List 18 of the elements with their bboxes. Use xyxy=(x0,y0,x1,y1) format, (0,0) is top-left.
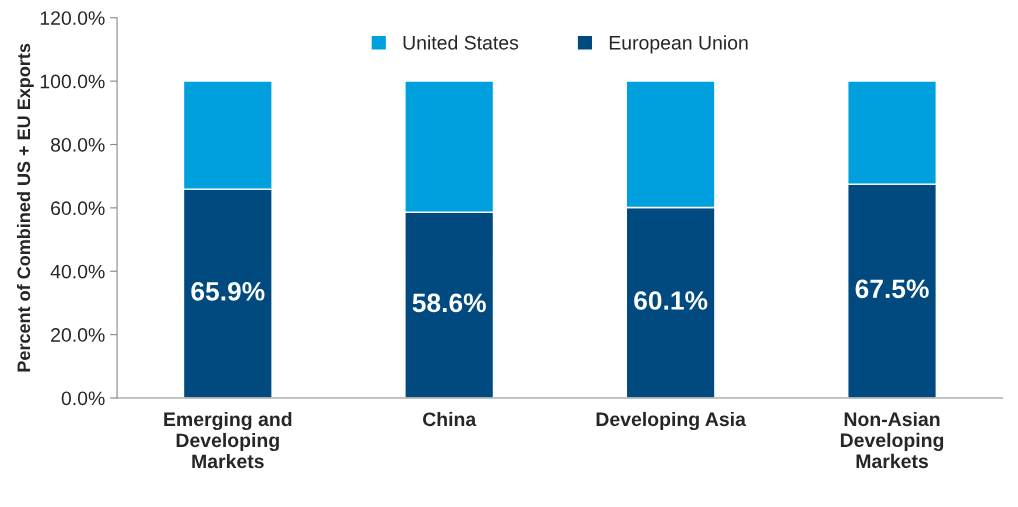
y-axis-title: Percent of Combined US + EU Exports xyxy=(16,43,34,372)
data-label: 65.9% xyxy=(191,281,265,301)
x-tick-label: Non-Asian Developing Markets xyxy=(840,411,944,469)
data-label: 58.6% xyxy=(412,293,486,313)
y-tick-label: 0.0% xyxy=(61,391,105,406)
legend-label: European Union xyxy=(609,35,748,54)
y-tick-label: 20.0% xyxy=(51,328,105,342)
data-label: 60.1% xyxy=(634,291,708,310)
x-tick-label: China xyxy=(422,411,477,427)
x-tick-label: Developing Asia xyxy=(596,411,747,431)
y-tick-label: 80.0% xyxy=(50,137,105,152)
data-label: 67.5% xyxy=(855,279,929,299)
y-tick-label: 120.0% xyxy=(40,11,105,25)
y-tick-label: 40.0% xyxy=(50,264,105,279)
legend-label: United States xyxy=(403,35,519,50)
x-tick-label: Emerging and Developing Markets xyxy=(164,411,292,469)
y-tick-label: 100.0% xyxy=(40,74,105,89)
y-tick-label: 60.0% xyxy=(51,201,105,216)
